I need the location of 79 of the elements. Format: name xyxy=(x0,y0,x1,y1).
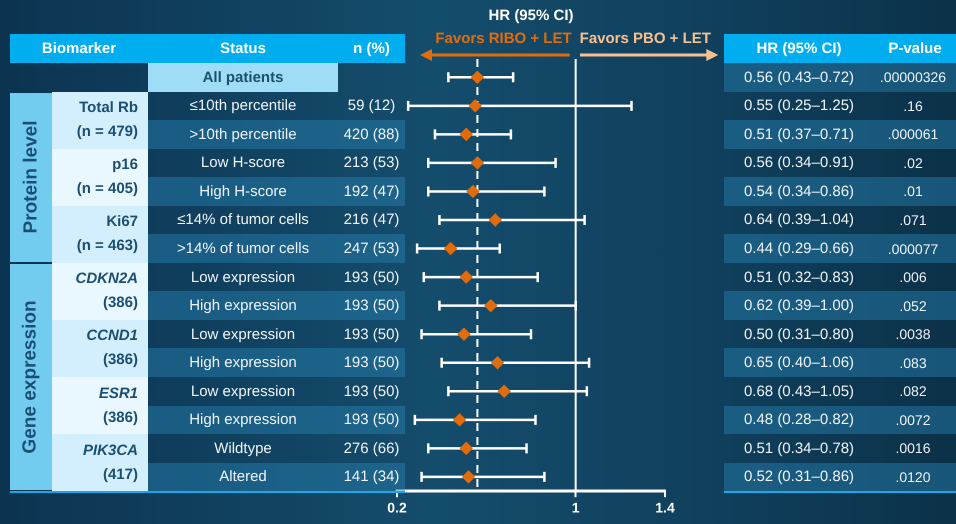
x-tick-label: 1 xyxy=(572,499,580,516)
text: .083 xyxy=(874,348,956,377)
text: Favors PBO + LET xyxy=(580,28,712,48)
annotation: 193 (50) xyxy=(342,382,400,402)
annotation: 141 (34) xyxy=(338,462,405,492)
text: .0120 xyxy=(874,462,956,492)
text: Status xyxy=(148,34,338,63)
x-tick-label: 0.2 xyxy=(387,499,407,516)
data-label: 0.68 (0.43–1.05) xyxy=(742,382,856,402)
annotation: 213 (53) xyxy=(342,153,400,174)
text: .006 xyxy=(898,268,928,288)
text: P-value xyxy=(874,34,956,63)
annotation: 193 (50) xyxy=(338,291,405,320)
annotation: 193 (50) xyxy=(342,268,400,288)
text: .000061 xyxy=(874,120,956,149)
y-tick-label: >14% of tumor cells xyxy=(148,234,338,263)
y-tick-label: High H-score xyxy=(148,177,338,206)
data-label: 0.65 (0.40–1.06) xyxy=(724,348,874,377)
y-tick-label: ≤10th percentile xyxy=(188,96,298,116)
text: .082 xyxy=(898,382,928,402)
data-label: 0.56 (0.43–0.72) xyxy=(724,63,874,92)
y-tick-label: Low expression xyxy=(190,382,296,402)
data-label: 0.50 (0.31–0.80) xyxy=(742,324,856,345)
data-label: 0.51 (0.37–0.71) xyxy=(724,120,874,149)
y-tick-label: High expression xyxy=(148,406,338,434)
text: .0038 xyxy=(894,325,932,344)
text: p16 (n = 405) xyxy=(76,155,138,200)
data-label: 0.51 (0.34–0.78) xyxy=(742,438,856,459)
y-tick-label: High expression xyxy=(148,348,338,377)
y-tick-label: High expression xyxy=(148,291,338,320)
y-tick-label: Low H-score xyxy=(200,153,286,174)
annotation: 193 (50) xyxy=(342,324,400,345)
annotation: 193 (50) xyxy=(338,348,405,377)
text: .000077 xyxy=(874,234,956,263)
text: PIK3CA (417) xyxy=(82,440,138,485)
text: Gene expression xyxy=(20,300,42,454)
y-tick-label: Altered xyxy=(148,462,338,492)
text: CDKN2A (386) xyxy=(75,269,138,314)
text: .00000326 xyxy=(874,63,956,92)
text: Total Rb (n = 479) xyxy=(76,98,138,142)
y-tick-label: ≤14% of tumor cells xyxy=(176,210,310,230)
text: .16 xyxy=(902,96,924,116)
chart-title: HR (95% CI) xyxy=(487,6,574,26)
y-tick-label: All patients xyxy=(148,63,338,92)
text: .02 xyxy=(902,154,924,173)
data-label: 0.51 (0.32–0.83) xyxy=(742,268,856,288)
text: 59 (12) xyxy=(346,96,396,116)
data-label: 0.56 (0.34–0.91) xyxy=(742,153,856,174)
text: .052 xyxy=(874,291,956,320)
y-tick-label: Low expression xyxy=(190,324,296,345)
text: Biomarker xyxy=(10,34,148,63)
text: Ki67 (n = 463) xyxy=(76,212,138,256)
y-tick-label: Wildtype xyxy=(213,438,273,459)
annotation: 247 (53) xyxy=(338,234,405,263)
text: .0072 xyxy=(874,406,956,434)
annotation: 193 (50) xyxy=(338,406,405,434)
annotation: 420 (88) xyxy=(338,120,405,149)
y-tick-label: >10th percentile xyxy=(148,120,338,149)
x-tick-label: 1.4 xyxy=(655,499,675,516)
data-label: 0.54 (0.34–0.86) xyxy=(724,177,874,206)
data-label: 0.48 (0.28–0.82) xyxy=(724,406,874,434)
text: CCND1 (386) xyxy=(86,326,138,370)
text: n (%) xyxy=(338,34,405,63)
text: .0016 xyxy=(894,439,932,458)
text: .01 xyxy=(874,177,956,206)
annotation: 276 (66) xyxy=(342,438,400,459)
data-label: 0.44 (0.29–0.66) xyxy=(724,234,874,263)
data-label: 0.64 (0.39–1.04) xyxy=(742,210,856,230)
text: .071 xyxy=(898,210,928,230)
data-label: 0.62 (0.39–1.00) xyxy=(724,291,874,320)
data-label: 0.52 (0.31–0.86) xyxy=(724,462,874,492)
annotation: 216 (47) xyxy=(342,210,400,230)
text: HR (95% CI) xyxy=(724,34,874,63)
y-tick-label: Low expression xyxy=(190,268,296,288)
annotation: 192 (47) xyxy=(338,177,405,206)
text: Favors RIBO + LET xyxy=(434,28,572,48)
data-label: 0.55 (0.25–1.25) xyxy=(742,96,856,116)
text: ESR1 (386) xyxy=(98,384,138,428)
text: Protein level xyxy=(20,120,42,234)
